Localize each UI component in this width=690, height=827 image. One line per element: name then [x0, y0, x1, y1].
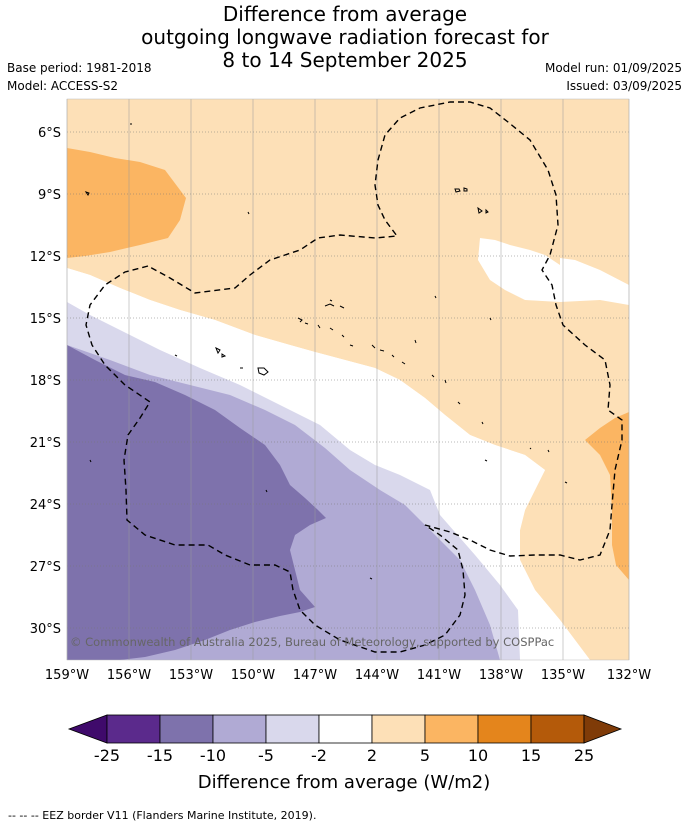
colorbar-tick-label: -25 — [94, 746, 120, 765]
colorbar: -25 -15 -10 -5 -2 2 5 10 15 25 — [67, 714, 623, 765]
colorbar-segment — [530, 714, 585, 744]
lon-label: 141°W — [417, 668, 461, 683]
colorbar-arrow-low — [67, 714, 108, 744]
colorbar-tick-label: 10 — [468, 746, 488, 765]
model-name: Model: ACCESS-S2 — [7, 79, 119, 93]
anomaly-region-2-to-5 — [67, 99, 629, 660]
lon-label: 153°W — [169, 668, 213, 683]
eez-border-french-polynesia — [85, 101, 623, 653]
lon-label: 159°W — [45, 668, 89, 683]
colorbar-tick-label: -10 — [200, 746, 226, 765]
colorbar-segment — [318, 714, 373, 744]
island-society — [215, 346, 269, 376]
anomaly-region-5-to-10-east — [585, 412, 629, 580]
longitude-labels: 159°W 156°W 153°W 150°W 147°W 144°W 141°W 138°W… — [45, 668, 651, 683]
lat-label: 30°S — [30, 622, 61, 637]
title-line-1: Difference from average — [222, 2, 468, 26]
colorbar-arrow-high — [583, 714, 623, 744]
issued-date: Issued: 03/09/2025 — [566, 79, 682, 93]
latitude-labels: 6°S 9°S 12°S 15°S 18°S 21°S 24°S 27°S 30°S — [30, 126, 61, 637]
island-minor — [84, 123, 568, 580]
colorbar-tick-label: -5 — [258, 746, 274, 765]
island-marquesas — [454, 187, 489, 214]
colorbar-tick-label: 25 — [574, 746, 594, 765]
colorbar-segment — [477, 714, 532, 744]
lon-label: 147°W — [293, 668, 337, 683]
model-run: Model run: 01/09/2025 — [544, 61, 682, 75]
colorbar-tick-label: 15 — [521, 746, 541, 765]
map-frame — [66, 98, 630, 661]
island-austral — [174, 354, 243, 369]
lon-label: 156°W — [107, 668, 151, 683]
lon-label: 135°W — [541, 668, 585, 683]
lat-label: 6°S — [38, 126, 61, 141]
colorbar-label: Difference from average (W/m2) — [198, 772, 490, 793]
colorbar-segment — [106, 714, 161, 744]
lat-label: 24°S — [30, 498, 61, 513]
base-period: Base period: 1981-2018 — [7, 61, 152, 75]
lat-label: 21°S — [30, 436, 61, 451]
lon-label: 144°W — [355, 668, 399, 683]
eez-legend: -- -- -- EEZ border V11 (Flanders Marine… — [8, 809, 317, 822]
lat-label: 18°S — [30, 374, 61, 389]
title-line-2: outgoing longwave radiation forecast for — [141, 25, 549, 49]
title-line-3: 8 to 14 September 2025 — [222, 48, 468, 72]
copyright-notice: © Commonwealth of Australia 2025, Bureau… — [70, 635, 554, 649]
colorbar-tick-label: -15 — [147, 746, 173, 765]
anomaly-region-5-to-10-north — [67, 148, 186, 258]
island-tuamotu-group — [297, 303, 447, 384]
lon-label: 150°W — [231, 668, 275, 683]
lat-label: 27°S — [30, 560, 61, 575]
island-coastlines — [84, 123, 568, 580]
colorbar-tick-label: 2 — [367, 746, 377, 765]
anomaly-region-neutral — [67, 268, 590, 660]
lat-label: 15°S — [30, 312, 61, 327]
eez-borders — [85, 101, 623, 653]
lat-label: 9°S — [38, 188, 61, 203]
colorbar-segment — [212, 714, 267, 744]
anomaly-region-minus15-to-minus10 — [67, 345, 326, 660]
colorbar-segment — [371, 714, 426, 744]
lon-label: 132°W — [607, 668, 651, 683]
colorbar-tick-label: 5 — [420, 746, 430, 765]
colorbar-tick-label: -2 — [311, 746, 327, 765]
lat-label: 12°S — [30, 250, 61, 265]
lon-label: 138°W — [479, 668, 523, 683]
anomaly-field — [67, 99, 629, 660]
colorbar-segment — [265, 714, 320, 744]
colorbar-segment — [424, 714, 479, 744]
colorbar-segment — [159, 714, 214, 744]
